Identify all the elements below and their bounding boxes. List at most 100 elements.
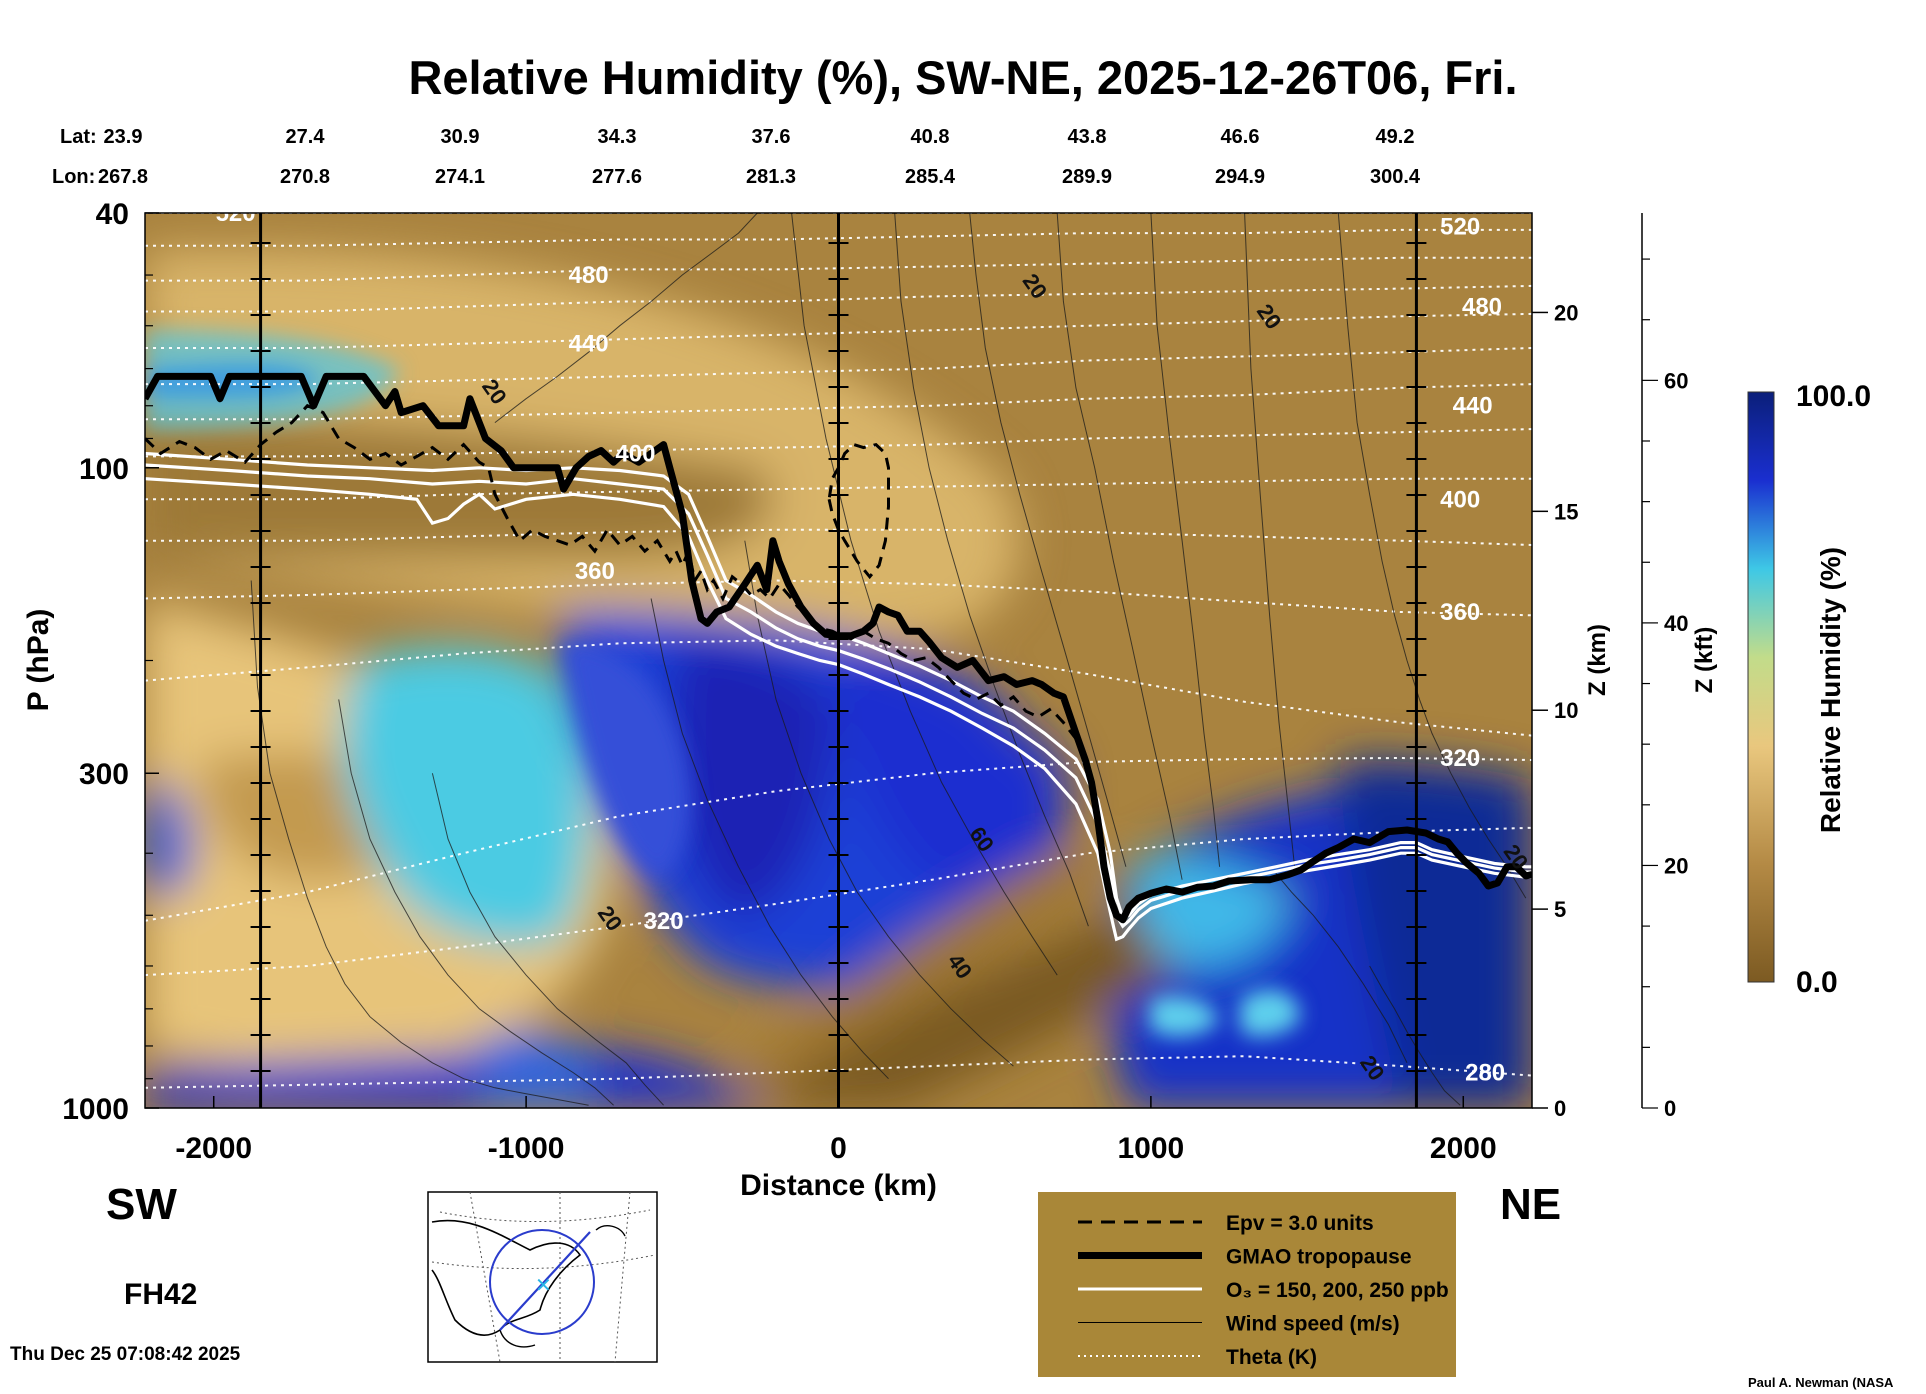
y-tick-label: 100 [79, 453, 129, 486]
tropopause-path [145, 372, 1532, 924]
z-kft-axis-label: Z (kft) [1691, 627, 1718, 694]
inset-graticule [469, 1191, 631, 1363]
z-km-tick-label: 20 [1554, 300, 1578, 325]
lat-value: 27.4 [285, 126, 325, 148]
lon-value: 277.6 [591, 166, 643, 188]
theta-label: 360 [1440, 599, 1480, 626]
legend-label: O₃ = 150, 200, 250 ppb [1226, 1279, 1449, 1302]
lon-value: 270.8 [279, 166, 331, 188]
legend-label: Wind speed (m/s) [1226, 1313, 1400, 1336]
z-kft-tick-label: 60 [1664, 368, 1688, 393]
theta-label: 440 [1453, 393, 1493, 420]
inset-map-frame [427, 1191, 658, 1363]
z-km-tick-label: 5 [1554, 897, 1566, 922]
theta-line [145, 228, 1532, 247]
x-tick-label: -1000 [488, 1132, 565, 1165]
lat-value: 40.8 [910, 126, 950, 148]
ozone-contour-line [145, 451, 1532, 921]
y-tick-label: 40 [96, 198, 129, 231]
z-kft-tick-label: 40 [1664, 611, 1688, 636]
colorbar-gradient [1747, 391, 1775, 983]
wind-speed-line [431, 773, 664, 1106]
wind-speed-line [969, 213, 1127, 867]
z-kft-tick-label: 20 [1664, 853, 1688, 878]
wind-speed-line [791, 213, 1058, 976]
theta-label: 440 [569, 331, 609, 358]
inset-range-circle [489, 1229, 595, 1335]
sw-label: SW [106, 1180, 177, 1229]
wind-speed-line [894, 213, 1089, 927]
legend-label: Epv = 3.0 units [1226, 1212, 1374, 1235]
colorbar: 100.0 0.0 Relative Humidity (%) [1747, 380, 1871, 999]
lat-value: 30.9 [440, 126, 480, 148]
y-axis-label: P (hPa) [22, 609, 55, 712]
legend-label: GMAO tropopause [1226, 1246, 1412, 1269]
lon-value: 274.1 [434, 166, 486, 188]
colorbar-label: Relative Humidity (%) [1815, 547, 1846, 833]
legend: Epv = 3.0 units GMAO tropopause O₃ = 150, … [1038, 1192, 1456, 1377]
theta-label: 320 [1440, 745, 1480, 772]
wind-speed-contours [250, 213, 1527, 1106]
theta-line [145, 826, 1532, 977]
inset-map: ✕ [427, 1191, 658, 1363]
x-tick-label: 0 [830, 1132, 847, 1165]
theta-line [145, 639, 1532, 737]
inset-coastline [499, 1329, 536, 1348]
wind-speed-line [494, 213, 758, 423]
epv-contours [145, 403, 1078, 740]
legend-label: Theta (K) [1226, 1346, 1317, 1369]
theta-line [145, 579, 1532, 617]
credit: Paul A. Newman (NASA [1748, 1375, 1894, 1390]
wind-speed-line [1337, 213, 1527, 899]
tropopause-line [145, 372, 1532, 924]
theta-label: 480 [569, 262, 609, 289]
theta-line [145, 312, 1532, 349]
epv-line [145, 403, 1078, 740]
theta-label: 520 [216, 200, 256, 227]
lon-label: Lon: [52, 166, 96, 188]
colorbar-max-label: 100.0 [1796, 380, 1871, 413]
lat-value: 37.6 [751, 126, 791, 148]
x-tick-label: -2000 [175, 1132, 252, 1165]
theta-label: 360 [575, 558, 615, 585]
theta-label: 480 [1462, 294, 1502, 321]
colorbar-min-label: 0.0 [1796, 966, 1838, 999]
inset-coastline [431, 1219, 582, 1336]
lat-value: 23.9 [103, 126, 143, 148]
lon-value: 281.3 [745, 166, 797, 188]
x-axis-label: Distance (km) [740, 1169, 937, 1202]
lat-value: 34.3 [597, 126, 637, 148]
inset-track [499, 1231, 591, 1331]
wind-speed-line [1056, 213, 1183, 880]
wind-speed-line [1369, 965, 1461, 1106]
z-kft-tick-label: 0 [1664, 1096, 1676, 1121]
y-tick-label: 1000 [62, 1093, 129, 1126]
epv-line [827, 442, 890, 580]
inset-center-marker: ✕ [535, 1275, 552, 1297]
z-km-axis-label: Z (km) [1584, 624, 1611, 696]
theta-line [145, 284, 1532, 313]
theta-line [145, 347, 1532, 386]
ozone-contour-line [145, 463, 1532, 929]
theta-label: 400 [1440, 486, 1480, 513]
lon-value: 300.4 [1369, 166, 1421, 188]
z-km-tick-label: 10 [1554, 698, 1578, 723]
lon-value: 289.9 [1061, 166, 1113, 188]
theta-label: 520 [1440, 214, 1480, 241]
theta-line [145, 756, 1532, 922]
z-km-tick-label: 0 [1554, 1096, 1566, 1121]
theta-line [145, 1055, 1532, 1089]
theta-line [145, 528, 1532, 546]
theta-label: 320 [644, 908, 684, 935]
wind-speed-line [1150, 213, 1221, 867]
lat-value: 46.6 [1220, 126, 1260, 148]
y-tick-label: 300 [79, 758, 129, 791]
lat-label: Lat: [60, 126, 97, 148]
inset-graticule [431, 1254, 656, 1270]
lat-value: 43.8 [1067, 126, 1107, 148]
x-tick-label: 2000 [1430, 1132, 1497, 1165]
chart-title: Relative Humidity (%), SW-NE, 2025-12-26… [408, 51, 1518, 104]
ozone-contours [145, 451, 1532, 942]
wind-speed-line [1244, 213, 1296, 867]
